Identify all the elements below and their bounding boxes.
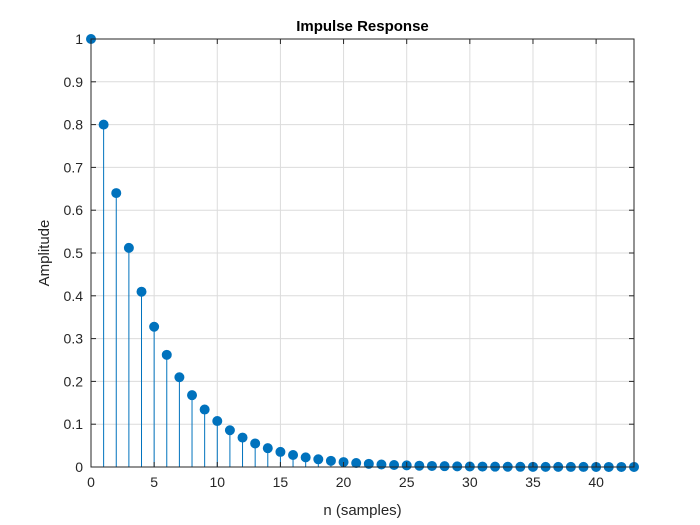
x-tick-label: 35 xyxy=(525,474,541,490)
y-tick-label: 0.7 xyxy=(64,159,84,175)
y-tick-label: 0.4 xyxy=(64,288,84,304)
stem-marker xyxy=(161,349,172,360)
stem-marker xyxy=(149,321,160,332)
x-tick-label: 15 xyxy=(273,474,289,490)
stem-marker xyxy=(313,454,324,465)
x-tick-label: 0 xyxy=(87,474,95,490)
stem-marker xyxy=(174,372,185,383)
stem-marker xyxy=(237,432,248,443)
chart-title: Impulse Response xyxy=(296,18,429,35)
stem-marker xyxy=(376,459,387,470)
x-tick-label: 30 xyxy=(462,474,478,490)
stem-marker xyxy=(262,443,273,454)
x-tick-label: 20 xyxy=(336,474,352,490)
stem-marker xyxy=(389,459,400,470)
y-tick-label: 0 xyxy=(75,459,83,475)
grid xyxy=(91,39,634,467)
stem-marker xyxy=(123,242,134,253)
x-tick-label: 40 xyxy=(588,474,604,490)
y-tick-label: 0.8 xyxy=(64,117,84,133)
y-tick-label: 0.3 xyxy=(64,331,84,347)
stem-marker xyxy=(300,452,311,463)
y-tick-label: 1 xyxy=(75,31,83,47)
stem-marker xyxy=(325,455,336,466)
y-tick-label: 0.5 xyxy=(64,245,84,261)
stem-marker xyxy=(98,119,109,130)
stem-marker xyxy=(351,458,362,469)
y-tick-label: 0.1 xyxy=(64,416,84,432)
stem-marker xyxy=(414,460,425,471)
stem-marker xyxy=(250,438,261,449)
x-tick-label: 10 xyxy=(209,474,225,490)
stem-marker xyxy=(111,188,122,199)
stem-marker xyxy=(426,460,437,471)
y-axis-label: Amplitude xyxy=(36,220,53,287)
stem-marker xyxy=(199,404,210,415)
stem-marker xyxy=(136,286,147,297)
stem-marker xyxy=(275,446,286,457)
y-tick-label: 0.9 xyxy=(64,74,84,90)
x-tick-label: 25 xyxy=(399,474,415,490)
stem-marker xyxy=(439,461,450,472)
x-axis-label: n (samples) xyxy=(323,502,401,519)
y-tick-label: 0.6 xyxy=(64,202,84,218)
y-tick-label: 0.2 xyxy=(64,373,84,389)
x-tick-label: 5 xyxy=(150,474,158,490)
stem-marker xyxy=(187,390,198,401)
stem-marker xyxy=(224,425,235,436)
stem-marker xyxy=(288,449,299,460)
axis-ticks: 0 5 10 15 20 25 30 35 40 0 0.1 0.2 0.3 0.4 0.5 0.6 0.7 0.… xyxy=(64,31,634,490)
stem-marker xyxy=(452,461,463,472)
stem-marker xyxy=(212,416,223,427)
stem-marker xyxy=(363,458,374,469)
